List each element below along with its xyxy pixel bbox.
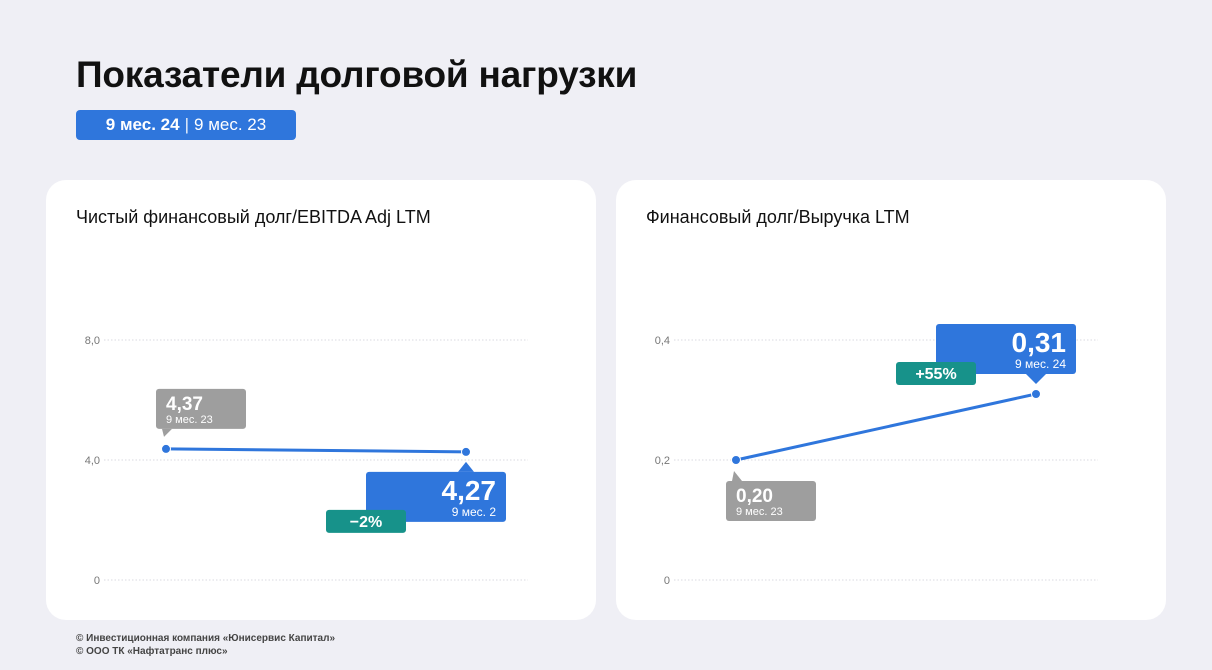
series-line (734, 392, 1038, 462)
chart-net-debt-ebitda: 0 4,0 8,0 4,379 мес. 23 4,279 мес. 2 −2% (85, 335, 528, 587)
chart-debt-revenue: 0 0,2 0,4 0,209 мес. 23 0,319 мес. 24 +55% (655, 324, 1098, 587)
callout-pointer (458, 461, 474, 472)
chart-card-net-debt-ebitda: Чистый финансовый долг/EBITDA Adj LTM 0 4… (46, 180, 596, 620)
previous-value-callout (156, 388, 246, 429)
y-tick-label: 0,2 (655, 455, 670, 467)
previous-value-callout (726, 481, 816, 521)
callout-pointer (1026, 374, 1046, 384)
period-previous: 9 мес. 23 (194, 115, 267, 134)
current-value-callout (366, 471, 506, 522)
period-badge: 9 мес. 24 | 9 мес. 23 (76, 110, 296, 140)
chart-title: Чистый финансовый долг/EBITDA Adj LTM (76, 207, 431, 227)
y-tick-label: 0 (94, 575, 100, 587)
chart-card-debt-revenue: Финансовый долг/Выручка LTM 0 0,2 0,4 0,20 9… (616, 180, 1166, 620)
point-previous (161, 443, 171, 454)
change-label: +55% (915, 366, 956, 383)
current-period-label: 9 мес. 24 (1015, 357, 1066, 371)
series-line (164, 447, 468, 454)
footnote-copyright-1: © Инвестиционная компания «Юнисервис Кап… (76, 633, 336, 644)
callout-pointer (732, 471, 742, 481)
previous-period-label: 9 мес. 23 (736, 506, 783, 518)
callout-pointer (162, 428, 172, 437)
point-previous (731, 455, 741, 465)
y-tick-label: 0,4 (655, 335, 670, 347)
current-period-label: 9 мес. 2 (452, 505, 497, 519)
period-current: 9 мес. 24 (105, 115, 180, 134)
footnote-copyright-2: © ООО ТК «Нафтатранс плюс» (76, 646, 228, 657)
previous-value-label: 0,20 (736, 486, 773, 507)
current-value-callout (936, 324, 1076, 374)
chart-title: Финансовый долг/Выручка LTM (646, 207, 910, 227)
point-current (461, 446, 471, 457)
period-separator: | (184, 115, 190, 134)
y-tick-label: 0 (664, 575, 670, 587)
change-badge (896, 362, 976, 385)
current-value-label: 0,31 (1012, 327, 1067, 358)
previous-period-label: 9 мес. 23 (166, 414, 213, 426)
y-tick-label: 4,0 (85, 455, 100, 467)
page-title: Показатели долговой нагрузки (76, 54, 638, 95)
change-label: −2% (350, 514, 382, 531)
y-tick-label: 8,0 (85, 335, 100, 347)
change-badge (326, 509, 406, 533)
current-value-label: 4,27 (442, 475, 497, 506)
point-current (1031, 389, 1041, 399)
previous-value-label: 4,37 (166, 394, 203, 415)
